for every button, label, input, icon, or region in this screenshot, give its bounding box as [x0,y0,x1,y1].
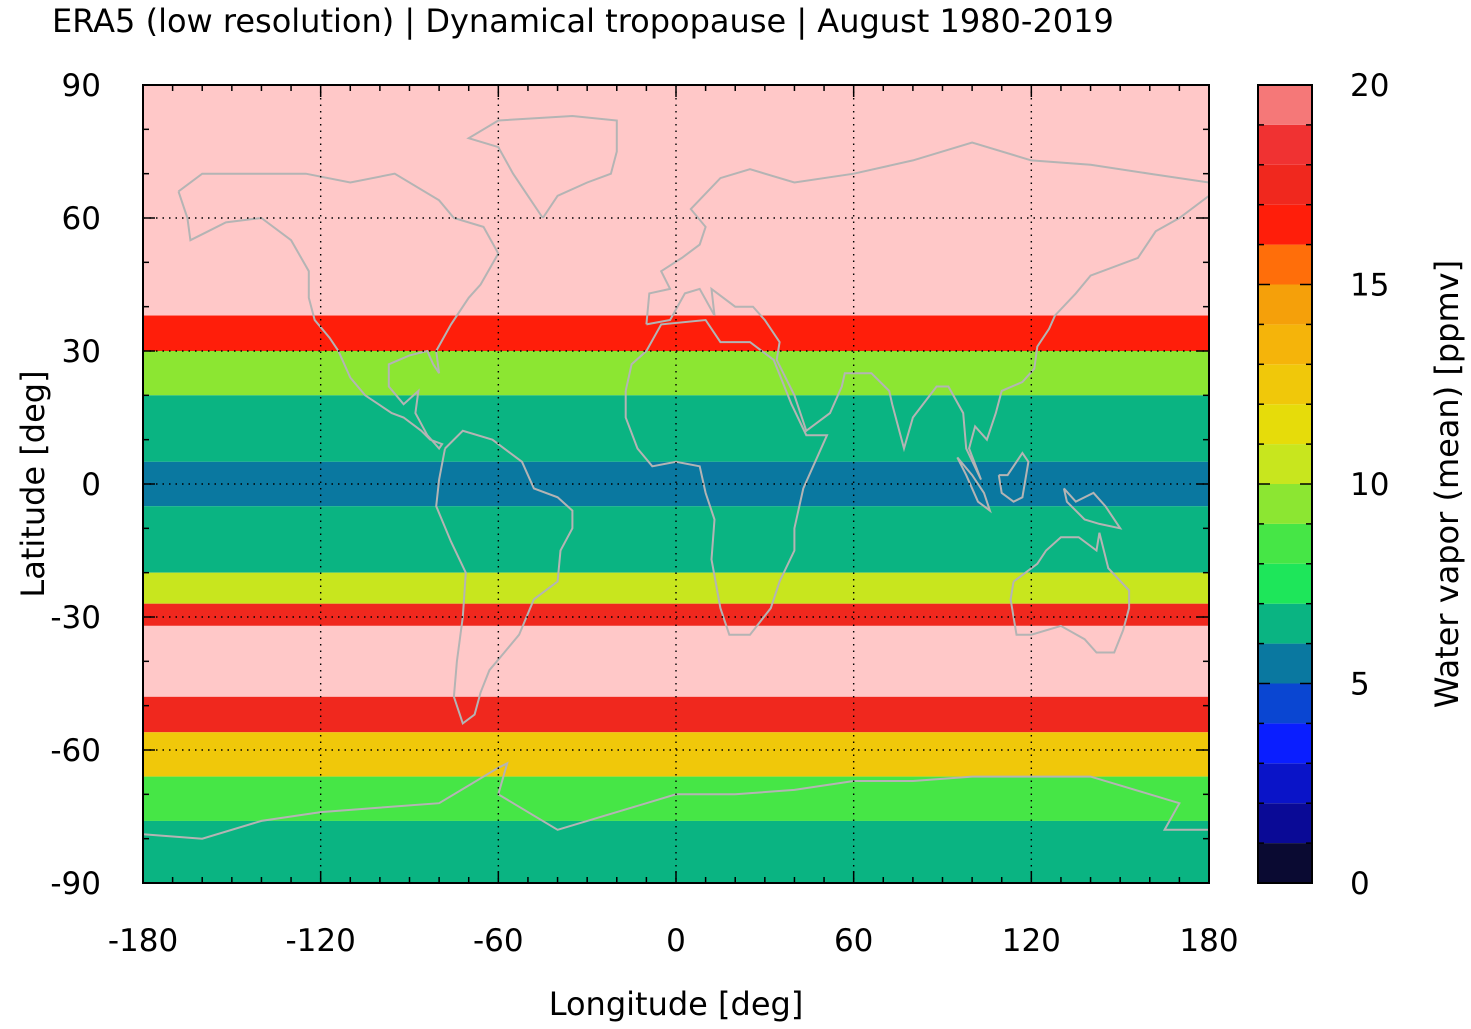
coastlines [143,114,1209,840]
x-tick-label: -180 [108,923,178,959]
coastline-1 [435,429,574,726]
field-band-7 [143,603,1209,626]
colorbar-swatch-4 [1258,683,1312,724]
coastline-5 [143,761,1209,840]
x-tick-label: -120 [285,923,355,959]
colorbar-swatch-18 [1258,124,1312,165]
colorbar-swatch-7 [1258,563,1312,604]
y-tick-label: 60 [62,201,101,237]
coastline-6 [466,114,618,219]
colorbar-swatch-3 [1258,723,1312,764]
colorbar-swatch-8 [1258,523,1312,564]
colorbar-swatch-0 [1258,843,1312,883]
colorbar-tick-label: 10 [1350,467,1389,503]
colorbar-swatch-1 [1258,803,1312,844]
field-band-0 [143,85,1209,316]
y-axis-label: Latitude [deg] [14,370,52,597]
field-band-5 [143,506,1209,573]
x-tick-label: 0 [666,923,686,959]
colorbar-swatch-14 [1258,284,1312,325]
x-tick-label: 180 [1179,923,1238,959]
y-tick-label: 90 [62,68,101,104]
coastline-3 [645,141,1209,481]
coastline-7 [956,456,992,514]
x-tick-label: -60 [473,923,524,959]
colorbar-swatch-12 [1258,364,1312,405]
colorbar-tick-label: 20 [1350,68,1389,104]
colorbar-swatch-10 [1258,444,1312,484]
colorbar-tick-label: 0 [1350,866,1370,902]
colorbar-label: Water vapor (mean) [ppmv] [1428,260,1466,708]
colorbar-swatch-16 [1258,204,1312,245]
colorbar-swatch-13 [1258,324,1312,365]
colorbar-swatch-5 [1258,643,1312,684]
x-tick-label: 60 [834,923,873,959]
colorbar-swatch-6 [1258,603,1312,644]
coastline-4 [1009,532,1131,654]
coastline-9 [1062,487,1123,530]
y-axis: 90 60 30 0 -30 -60 -90 [50,68,1209,902]
x-axis-label: Longitude [deg] [549,985,804,1023]
y-tick-label: -60 [50,733,101,769]
coastline-8 [997,451,1030,503]
y-tick-label: 30 [62,334,101,370]
colorbar-tick-label: 15 [1350,268,1389,304]
coastline-2 [624,318,829,636]
colorbar-swatch-9 [1258,484,1312,524]
y-tick-label: -30 [50,600,101,636]
colorbar-swatch-2 [1258,763,1312,804]
field-band-2 [143,351,1209,396]
colorbar-tick-label: 5 [1350,667,1370,703]
grid-lines [143,85,1209,883]
colorbar: 20 15 10 5 0 [1257,68,1389,902]
x-tick-label: 120 [1002,923,1061,959]
coastline-0 [177,172,500,451]
y-tick-label: -90 [50,866,101,902]
y-tick-label: 0 [81,467,101,503]
colorbar-swatch-11 [1258,404,1312,445]
field-band-9 [143,696,1209,733]
colorbar-swatch-15 [1258,244,1312,285]
field-band-8 [143,625,1209,697]
colorbar-swatch-17 [1258,164,1312,205]
chart-title: ERA5 (low resolution) | Dynamical tropop… [52,2,1114,40]
field-band-3 [143,395,1209,462]
x-axis: -180 -120 -60 0 60 120 180 [108,85,1239,959]
colorbar-swatch-19 [1258,85,1312,125]
field-band-10 [143,732,1209,777]
